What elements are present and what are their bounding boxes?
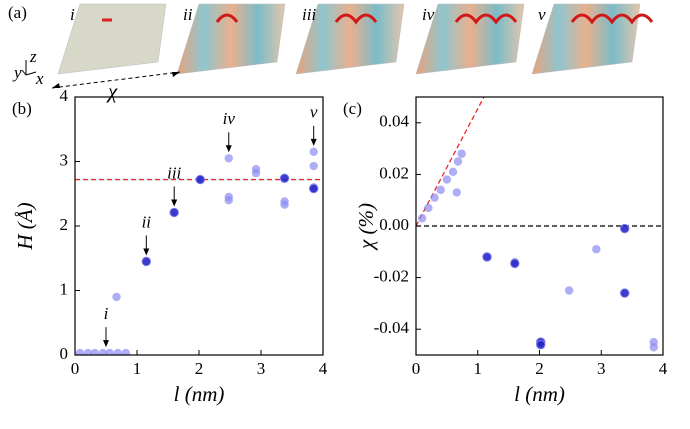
x-tick-label: 0: [412, 359, 421, 378]
point: [424, 203, 433, 213]
chart: (c) 0 1 2 3 4 -0.04 -0.02 0.00 0.02 0.04 l (nm) χ (%…: [343, 96, 668, 406]
point: [113, 348, 122, 355]
axis-glyph: [21, 60, 37, 76]
width-label: χ: [106, 79, 118, 103]
defect: [334, 13, 378, 25]
point: [75, 348, 85, 355]
annotation: iv: [223, 109, 236, 128]
axis-label: x: [35, 69, 44, 88]
panel-label: (b): [12, 99, 32, 118]
panel-label: (c): [343, 99, 362, 118]
y-tick-label: 0.02: [379, 163, 409, 182]
point: [649, 343, 658, 352]
point: [83, 348, 93, 355]
point: [141, 256, 152, 267]
snapshot-label: iv: [422, 5, 435, 24]
point: [453, 157, 463, 166]
x-tick-label: 0: [71, 359, 80, 378]
y-axis-label: H (Å): [13, 202, 37, 250]
arrowhead: [225, 145, 232, 153]
point: [536, 339, 546, 350]
point: [452, 188, 461, 197]
point: [564, 286, 574, 295]
annotation: iii: [167, 163, 181, 182]
surface: [57, 3, 167, 75]
point: [195, 174, 205, 185]
y-tick-label: 3: [60, 150, 69, 169]
point: [309, 147, 318, 157]
point: [112, 292, 121, 302]
x-tick-label: 4: [659, 359, 668, 378]
point: [620, 223, 630, 234]
plot-frame: [415, 96, 664, 356]
point: [105, 348, 114, 355]
point: [90, 348, 100, 355]
plot-frame: [74, 96, 324, 356]
y-tick-label: 0.00: [379, 215, 409, 234]
x-tick-label: 3: [597, 359, 606, 378]
axis-label: z: [29, 47, 37, 66]
y-tick-label: -0.02: [374, 267, 409, 286]
point: [224, 154, 233, 163]
point: [436, 185, 445, 195]
defect: [215, 13, 239, 23]
point: [457, 149, 466, 158]
x-axis-label: l (nm): [514, 382, 565, 406]
y-tick-label: 2: [60, 215, 69, 234]
plot-area: [416, 97, 663, 352]
point: [592, 245, 601, 254]
y-tick-label: 4: [60, 86, 69, 105]
snapshot-label: ii: [183, 5, 193, 24]
surface: [295, 3, 405, 75]
arrowhead: [171, 199, 178, 207]
width-arrow: [51, 71, 181, 89]
point: [98, 348, 108, 355]
point: [121, 348, 131, 355]
point: [620, 288, 630, 298]
x-tick-label: 1: [133, 359, 142, 378]
y-tick-label: 0.04: [379, 112, 409, 131]
point: [417, 214, 427, 223]
plot-area: [75, 147, 323, 355]
y-tick-label: 0: [60, 344, 69, 363]
point: [430, 193, 439, 202]
point: [280, 200, 289, 209]
point: [279, 173, 290, 183]
point: [448, 167, 458, 177]
defect: [454, 13, 518, 25]
point: [309, 161, 318, 171]
x-tick-label: 4: [319, 359, 328, 378]
x-tick-label: 1: [474, 359, 483, 378]
x-tick-label: 2: [195, 359, 204, 378]
axis-label: y: [12, 63, 22, 82]
point: [309, 183, 319, 194]
snapshot-label: v: [538, 5, 546, 24]
point: [482, 252, 492, 262]
annotation: v: [310, 103, 318, 122]
snapshot-label: iii: [302, 5, 316, 24]
point: [169, 207, 179, 218]
defect: [570, 13, 654, 25]
x-tick-label: 2: [535, 359, 544, 378]
arrowhead: [143, 248, 150, 256]
x-tick-label: 3: [257, 359, 266, 378]
annotation: i: [104, 304, 109, 323]
point: [510, 258, 520, 269]
point: [442, 175, 452, 184]
y-tick-label: 1: [60, 279, 69, 298]
arrowhead: [310, 138, 317, 146]
y-tick-label: -0.04: [374, 318, 410, 337]
x-axis-label: l (nm): [174, 382, 225, 406]
point: [251, 168, 261, 178]
panel-label: (a): [8, 3, 27, 22]
arrowhead: [103, 340, 109, 348]
point: [224, 196, 233, 205]
annotation: ii: [142, 212, 152, 231]
y-axis-label: χ (%): [354, 203, 378, 251]
surface: [176, 3, 286, 75]
snapshot-label: i: [70, 5, 75, 24]
